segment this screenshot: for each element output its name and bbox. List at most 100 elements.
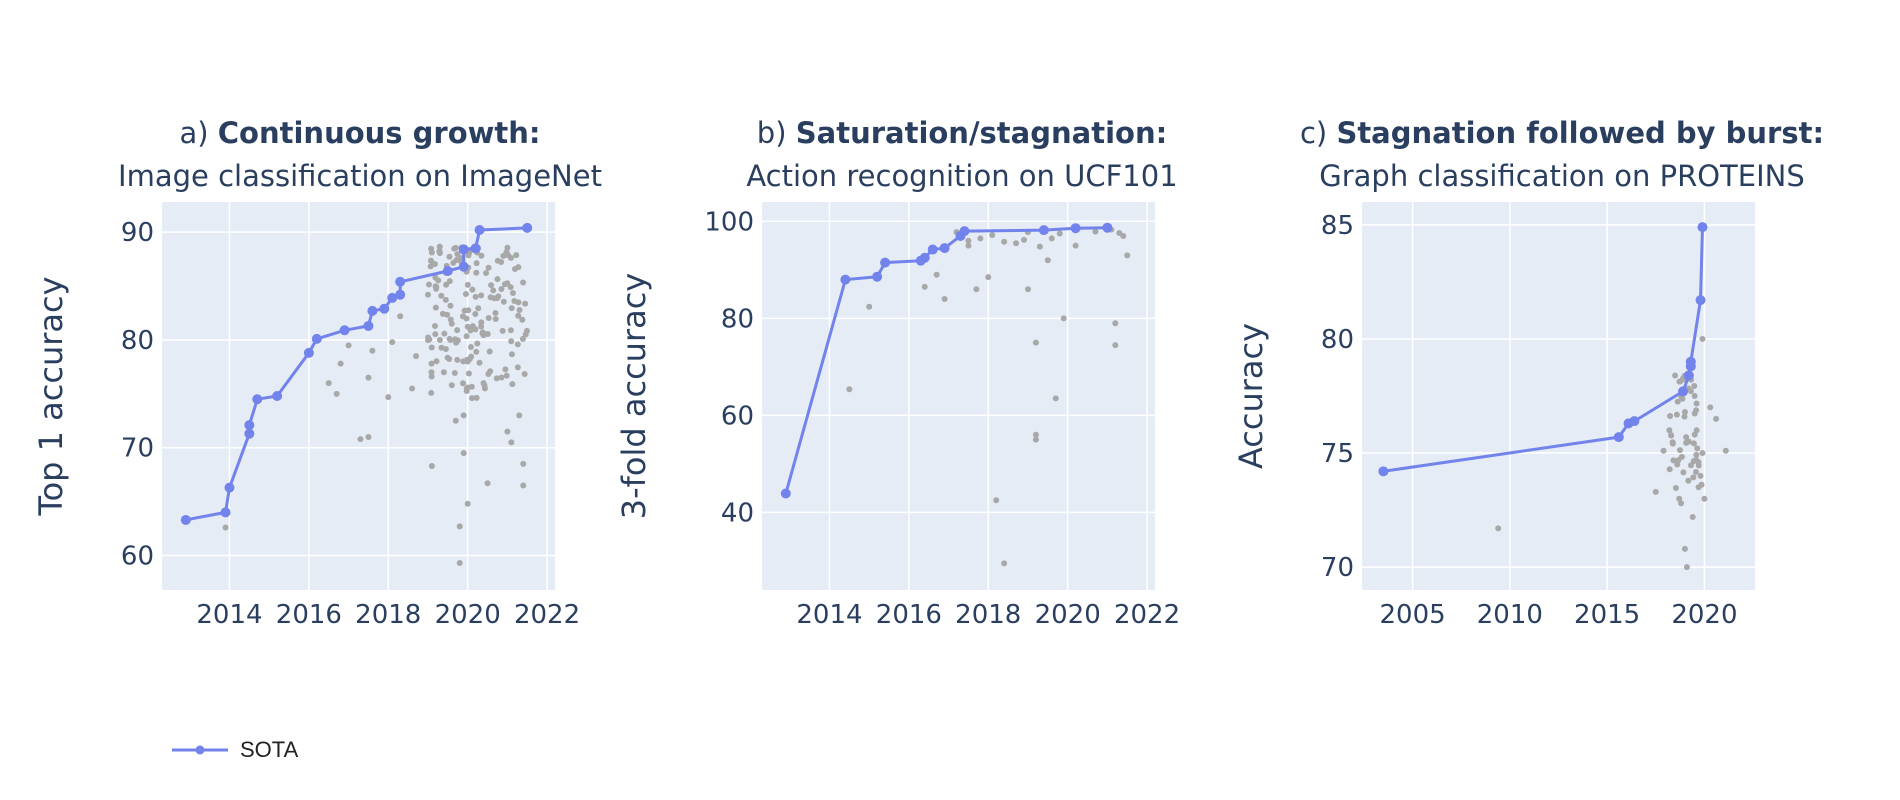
sota-point	[959, 226, 970, 237]
other-point	[965, 237, 972, 244]
other-point	[485, 264, 492, 271]
sota-point	[927, 244, 938, 255]
other-point	[456, 523, 463, 530]
y-tick-label: 90	[121, 218, 154, 248]
other-point	[519, 316, 526, 323]
other-point	[1660, 447, 1667, 454]
other-point	[1677, 447, 1684, 454]
other-point	[508, 254, 515, 261]
other-point	[515, 264, 522, 271]
other-point	[465, 307, 472, 314]
other-point	[433, 285, 440, 292]
other-point	[464, 281, 471, 288]
other-point	[460, 412, 467, 419]
other-point	[1694, 445, 1701, 452]
sota-point	[522, 222, 533, 233]
other-point	[1679, 395, 1686, 402]
sota-point	[387, 292, 398, 303]
sota-point	[1629, 416, 1640, 427]
y-tick-label: 70	[1321, 553, 1354, 583]
other-point	[428, 389, 435, 396]
sota-point	[220, 507, 231, 518]
other-point	[442, 296, 449, 303]
other-point	[1044, 257, 1051, 264]
other-point	[1673, 411, 1680, 418]
other-point	[1674, 398, 1681, 405]
other-point	[428, 369, 435, 376]
other-point	[450, 259, 457, 266]
other-point	[432, 274, 439, 281]
other-point	[469, 395, 476, 402]
other-point	[467, 343, 474, 350]
other-point	[431, 323, 438, 330]
sota-legend-swatch-icon	[172, 745, 228, 755]
other-point	[452, 417, 459, 424]
other-point	[500, 298, 507, 305]
other-point	[480, 332, 487, 339]
other-point	[1691, 383, 1698, 390]
other-point	[432, 304, 439, 311]
x-tick-label: 2016	[876, 600, 942, 630]
panel-b: 2014 2016 2018 2020 2022 40 60 80 100 b) Saturati…	[615, 116, 1180, 630]
other-point	[1024, 286, 1031, 293]
legend[interactable]: SOTA	[170, 737, 298, 763]
other-point	[1052, 395, 1059, 402]
other-point	[1699, 335, 1706, 342]
other-point	[1697, 472, 1704, 479]
other-point	[1072, 242, 1079, 249]
other-point	[467, 327, 474, 334]
other-point	[1032, 436, 1039, 443]
sota-point	[1070, 223, 1081, 234]
sota-point	[919, 252, 930, 263]
other-point	[1683, 564, 1690, 571]
sota-point	[1102, 222, 1113, 233]
other-point	[1678, 500, 1685, 507]
other-point	[444, 311, 451, 318]
other-point	[222, 524, 229, 531]
other-point	[431, 261, 438, 268]
chart-title: a) Continuous growth:	[179, 116, 540, 150]
x-tick-label: 2010	[1477, 600, 1543, 630]
other-point	[483, 269, 490, 276]
other-point	[1685, 477, 1692, 484]
other-point	[1699, 450, 1706, 457]
other-point	[428, 245, 435, 252]
sota-point	[180, 514, 191, 525]
other-point	[1698, 481, 1705, 488]
other-point	[473, 260, 480, 267]
other-point	[469, 286, 476, 293]
other-point	[464, 500, 471, 507]
y-axis-label: Accuracy	[1232, 323, 1270, 469]
other-point	[345, 342, 352, 349]
y-tick-label: 70	[121, 434, 154, 464]
other-point	[490, 287, 497, 294]
sota-point	[458, 244, 469, 255]
other-point	[1688, 462, 1695, 469]
other-point	[447, 336, 454, 343]
other-point	[365, 374, 372, 381]
other-point	[1690, 440, 1697, 447]
other-point	[941, 296, 948, 302]
y-tick-label: 75	[1321, 439, 1354, 469]
chart-title-bold: Continuous growth:	[218, 116, 541, 150]
other-point	[508, 305, 515, 312]
sota-point	[880, 257, 891, 268]
other-point	[1036, 243, 1043, 250]
x-tick-label: 2022	[1114, 600, 1180, 630]
chart-title-prefix: c)	[1300, 116, 1336, 150]
sota-point	[780, 488, 791, 499]
other-point	[357, 436, 364, 443]
other-point	[1680, 469, 1687, 476]
other-point	[1666, 466, 1673, 473]
x-tick-label: 2015	[1574, 600, 1640, 630]
y-axis-label: 3-fold accuracy	[615, 273, 653, 520]
other-point	[426, 281, 433, 288]
chart-title-prefix: a)	[179, 116, 217, 150]
other-point	[977, 235, 984, 242]
sota-point	[224, 482, 235, 493]
sota-point	[1697, 222, 1708, 233]
other-point	[498, 285, 505, 292]
y-tick-label: 60	[721, 401, 754, 431]
sota-point	[395, 289, 406, 300]
other-point	[472, 293, 479, 300]
